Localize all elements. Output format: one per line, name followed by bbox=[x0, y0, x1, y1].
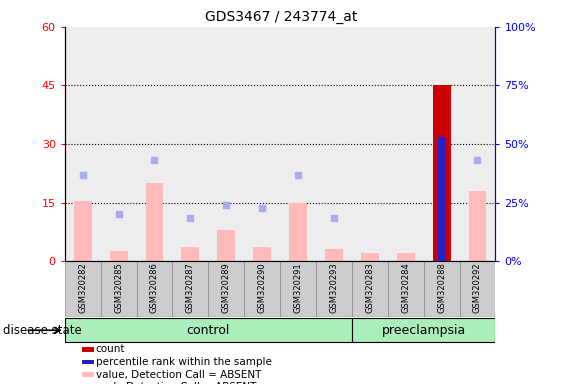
Bar bbox=[459, 27, 495, 261]
Text: GSM320288: GSM320288 bbox=[437, 262, 446, 313]
Bar bbox=[208, 261, 244, 317]
Text: count: count bbox=[96, 344, 125, 354]
Point bbox=[186, 215, 195, 221]
Bar bbox=[352, 27, 388, 261]
Text: GSM320282: GSM320282 bbox=[78, 262, 87, 313]
Text: preeclampsia: preeclampsia bbox=[382, 324, 466, 337]
Bar bbox=[352, 318, 495, 343]
Text: GSM320287: GSM320287 bbox=[186, 262, 195, 313]
Bar bbox=[352, 261, 388, 317]
Bar bbox=[437, 137, 446, 261]
Point bbox=[114, 211, 123, 217]
Bar bbox=[181, 247, 199, 261]
Bar bbox=[110, 252, 128, 261]
Point bbox=[78, 172, 87, 178]
Point bbox=[150, 157, 159, 163]
Text: percentile rank within the sample: percentile rank within the sample bbox=[96, 357, 271, 367]
Bar bbox=[316, 261, 352, 317]
Bar bbox=[172, 261, 208, 317]
Text: GSM320289: GSM320289 bbox=[222, 262, 231, 313]
Bar bbox=[424, 261, 459, 317]
Bar bbox=[280, 261, 316, 317]
Bar bbox=[65, 27, 101, 261]
Bar bbox=[74, 200, 92, 261]
Bar bbox=[316, 27, 352, 261]
Bar bbox=[397, 253, 415, 261]
Point bbox=[329, 215, 338, 221]
Text: GSM320292: GSM320292 bbox=[473, 262, 482, 313]
Bar bbox=[468, 191, 486, 261]
Bar bbox=[65, 261, 101, 317]
Bar bbox=[424, 27, 459, 261]
Text: GDS3467 / 243774_at: GDS3467 / 243774_at bbox=[205, 10, 358, 23]
Text: GSM320285: GSM320285 bbox=[114, 262, 123, 313]
Bar bbox=[217, 230, 235, 261]
Bar bbox=[172, 27, 208, 261]
Text: control: control bbox=[186, 324, 230, 337]
Text: GSM320284: GSM320284 bbox=[401, 262, 410, 313]
Bar bbox=[208, 27, 244, 261]
Text: GSM320283: GSM320283 bbox=[365, 262, 374, 313]
Point bbox=[293, 172, 302, 178]
Bar bbox=[459, 261, 495, 317]
Text: disease state: disease state bbox=[3, 324, 82, 337]
Text: GSM320286: GSM320286 bbox=[150, 262, 159, 313]
Bar bbox=[65, 318, 352, 343]
Point bbox=[473, 157, 482, 163]
Bar bbox=[432, 86, 450, 261]
Bar bbox=[289, 203, 307, 261]
Bar bbox=[244, 261, 280, 317]
Bar bbox=[101, 27, 137, 261]
Bar bbox=[388, 261, 424, 317]
Text: GSM320290: GSM320290 bbox=[258, 262, 267, 313]
Bar bbox=[145, 183, 163, 261]
Bar bbox=[253, 247, 271, 261]
Bar bbox=[280, 27, 316, 261]
Bar bbox=[361, 253, 379, 261]
Text: GSM320293: GSM320293 bbox=[329, 262, 338, 313]
Point bbox=[222, 202, 231, 208]
Bar bbox=[101, 261, 137, 317]
Bar bbox=[244, 27, 280, 261]
Bar bbox=[388, 27, 424, 261]
Bar bbox=[137, 261, 172, 317]
Point bbox=[258, 205, 267, 212]
Text: rank, Detection Call = ABSENT: rank, Detection Call = ABSENT bbox=[96, 382, 256, 384]
Text: value, Detection Call = ABSENT: value, Detection Call = ABSENT bbox=[96, 370, 261, 380]
Bar bbox=[137, 27, 172, 261]
Bar bbox=[325, 250, 343, 261]
Text: GSM320291: GSM320291 bbox=[293, 262, 302, 313]
